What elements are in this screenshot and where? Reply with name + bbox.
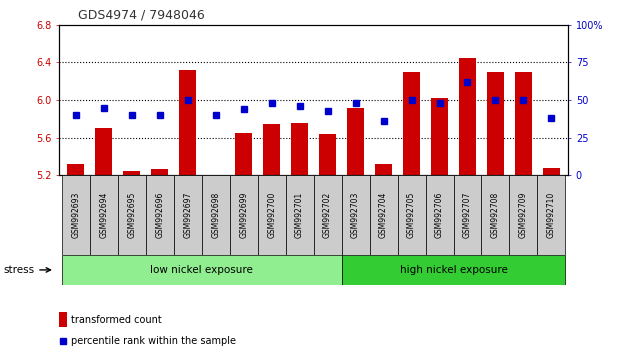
Bar (202, 175, 230, 255)
Bar (124, 171, 140, 175)
Bar (481, 175, 509, 255)
Text: GSM992704: GSM992704 (379, 192, 388, 238)
Bar (397, 175, 425, 255)
Bar (314, 175, 342, 255)
Bar (235, 133, 252, 175)
Text: low nickel exposure: low nickel exposure (150, 265, 253, 275)
Bar (342, 255, 565, 285)
Bar (62, 175, 90, 255)
Bar (230, 175, 258, 255)
Bar (263, 125, 280, 175)
Bar (291, 122, 308, 175)
Bar (286, 175, 314, 255)
Bar (118, 175, 146, 255)
Text: GSM992693: GSM992693 (71, 192, 80, 238)
Bar (62, 255, 342, 285)
Bar (487, 72, 504, 175)
Bar (509, 175, 537, 255)
Text: GSM992706: GSM992706 (435, 192, 444, 238)
Bar (96, 128, 112, 175)
Text: GSM992700: GSM992700 (267, 192, 276, 238)
Text: percentile rank within the sample: percentile rank within the sample (71, 336, 235, 346)
Bar (459, 58, 476, 175)
Text: GSM992703: GSM992703 (351, 192, 360, 238)
Bar (543, 168, 560, 175)
Bar (347, 108, 364, 175)
Text: GSM992705: GSM992705 (407, 192, 416, 238)
Bar (342, 175, 369, 255)
Bar (515, 72, 532, 175)
Bar (403, 72, 420, 175)
Bar (537, 175, 565, 255)
Text: GSM992709: GSM992709 (519, 192, 528, 238)
Text: GSM992702: GSM992702 (323, 192, 332, 238)
Bar (431, 98, 448, 175)
Text: GSM992696: GSM992696 (155, 192, 164, 238)
Bar (68, 164, 84, 175)
Bar (375, 164, 392, 175)
Bar (369, 175, 397, 255)
Text: GSM992707: GSM992707 (463, 192, 472, 238)
Text: GSM992697: GSM992697 (183, 192, 192, 238)
Bar (425, 175, 453, 255)
Bar (59, 312, 66, 327)
Bar (152, 169, 168, 175)
Text: stress: stress (3, 265, 34, 275)
Bar (90, 175, 118, 255)
Text: GSM992695: GSM992695 (127, 192, 136, 238)
Text: GSM992710: GSM992710 (547, 192, 556, 238)
Bar (319, 134, 336, 175)
Bar (179, 70, 196, 175)
Text: GSM992694: GSM992694 (99, 192, 108, 238)
Text: GSM992708: GSM992708 (491, 192, 500, 238)
Text: GSM992699: GSM992699 (239, 192, 248, 238)
Text: GDS4974 / 7948046: GDS4974 / 7948046 (78, 9, 204, 22)
Text: GSM992701: GSM992701 (295, 192, 304, 238)
Bar (453, 175, 481, 255)
Text: transformed count: transformed count (71, 315, 161, 325)
Text: GSM992698: GSM992698 (211, 192, 220, 238)
Bar (174, 175, 202, 255)
Text: high nickel exposure: high nickel exposure (399, 265, 507, 275)
Bar (258, 175, 286, 255)
Bar (146, 175, 174, 255)
